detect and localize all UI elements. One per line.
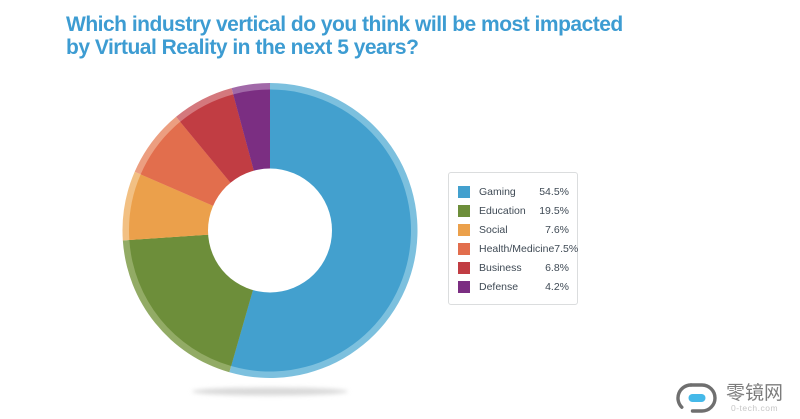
logo-domain-text: 0-tech.com	[730, 402, 779, 413]
legend-value: 7.6%	[545, 223, 569, 236]
legend-row-gaming: Gaming 54.5%	[458, 183, 569, 200]
chart-title: Which industry vertical do you think wil…	[66, 13, 756, 59]
legend-value: 54.5%	[539, 185, 569, 198]
legend-value: 7.5%	[554, 243, 579, 256]
chart-title-line-2: by Virtual Reality in the next 5 years?	[66, 36, 419, 59]
legend-value: 4.2%	[545, 281, 569, 294]
logo-brand-text: 零镜网	[726, 382, 784, 404]
legend-label: Education	[479, 204, 526, 217]
legend-label: Business	[479, 262, 522, 275]
health-medicine-swatch-icon	[458, 243, 470, 256]
legend-label: Social	[479, 223, 508, 236]
gaming-swatch-icon	[458, 185, 470, 198]
social-swatch-icon	[458, 223, 470, 236]
donut-hole	[208, 168, 332, 293]
logo-icon	[676, 383, 717, 413]
education-swatch-icon	[458, 204, 470, 217]
legend-label: Health/Medicine	[479, 243, 555, 256]
business-swatch-icon	[458, 262, 470, 275]
legend-row-education: Education 19.5%	[458, 202, 569, 219]
donut-shadow	[192, 387, 348, 396]
chart-title-line-1: Which industry vertical do you think wil…	[66, 13, 623, 36]
legend-value: 19.5%	[539, 204, 569, 217]
legend-label: Gaming	[479, 185, 516, 198]
legend-value: 6.8%	[545, 262, 569, 275]
logo-text: 零镜网 0-tech.com	[726, 384, 783, 413]
defense-swatch-icon	[458, 281, 470, 294]
legend-row-defense: Defense 4.2%	[458, 279, 569, 296]
legend-label: Defense	[479, 281, 519, 294]
legend-row-social: Social 7.6%	[458, 221, 569, 238]
brand-logo: 零镜网 0-tech.com	[676, 382, 783, 414]
legend-row-health-medicine: Health/Medicine 7.5%	[458, 241, 578, 258]
chart-legend: Gaming 54.5% Education 19.5% Social 7.6%…	[448, 172, 578, 305]
legend-row-business: Business 6.8%	[458, 260, 569, 277]
